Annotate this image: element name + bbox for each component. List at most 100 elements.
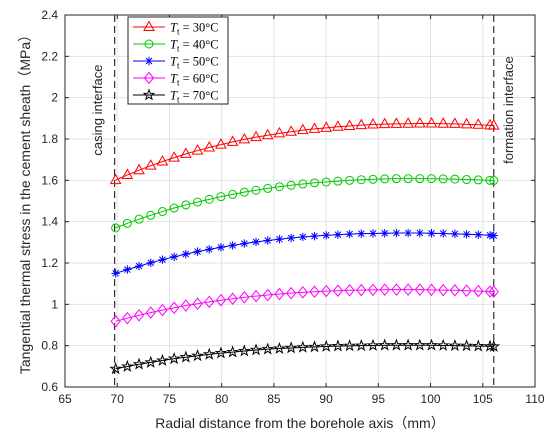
data-point (379, 283, 390, 296)
data-point (308, 122, 321, 133)
data-point (204, 194, 214, 204)
data-point (391, 174, 401, 184)
data-point (345, 229, 354, 239)
data-point (462, 175, 472, 185)
data-point (133, 163, 145, 175)
data-point (333, 176, 343, 186)
data-point (309, 285, 320, 299)
data-point (413, 338, 427, 351)
data-point (450, 229, 460, 239)
data-point (156, 154, 169, 166)
data-point (402, 283, 414, 296)
data-point (331, 339, 345, 352)
data-point (179, 147, 192, 158)
data-point (368, 174, 378, 184)
data-point (263, 183, 273, 193)
legend-label: Tt = 50°C (170, 55, 219, 71)
data-point (274, 182, 284, 192)
data-point (483, 339, 497, 352)
legend-label: Tt = 70°C (170, 89, 219, 105)
data-point (215, 138, 227, 149)
data-point (273, 341, 286, 354)
data-point (284, 341, 298, 354)
data-point (355, 118, 368, 130)
data-point (261, 128, 274, 140)
data-point (146, 258, 155, 267)
data-point (132, 357, 146, 370)
data-point (343, 339, 356, 352)
data-point (238, 132, 251, 144)
x-tick-label: 95 (372, 392, 386, 406)
data-point (109, 362, 123, 375)
data-point (460, 117, 473, 129)
data-point (273, 126, 286, 138)
series-line (115, 232, 494, 274)
x-tick-label: 110 (525, 392, 544, 406)
legend-marker (144, 39, 154, 49)
data-point (111, 223, 121, 233)
y-tick-label: 1.4 (41, 215, 58, 229)
data-point (111, 269, 120, 278)
data-point (216, 243, 226, 252)
y-tick-label: 0.6 (41, 380, 58, 394)
series-line (115, 178, 494, 229)
x-tick-label: 105 (473, 392, 493, 406)
data-point (448, 338, 462, 352)
data-point (251, 185, 261, 195)
data-point (123, 265, 132, 274)
x-tick-label: 65 (58, 392, 72, 406)
x-tick-label: 90 (319, 392, 333, 406)
series-line (115, 344, 494, 370)
data-point (157, 207, 167, 217)
data-point (228, 241, 237, 250)
data-point (403, 174, 413, 184)
data-point (426, 174, 436, 184)
data-point (226, 135, 239, 146)
data-point (367, 118, 379, 129)
data-point (157, 303, 168, 317)
data-point (263, 236, 272, 245)
data-point (296, 340, 310, 353)
data-point (473, 284, 484, 298)
data-point (321, 284, 332, 298)
legend-marker (143, 20, 155, 31)
data-point (298, 179, 308, 189)
ticks: 65 70 75 80 85 90 95 100 105 110 0.6 0.8 1 1.2 1.4 1.6 1… (41, 8, 545, 406)
data-point (144, 159, 157, 170)
data-point (179, 350, 193, 363)
data-point (344, 283, 355, 297)
data-point (488, 285, 499, 299)
data-point (449, 117, 461, 128)
data-point (322, 231, 331, 240)
series-5 (109, 338, 501, 375)
data-point (205, 245, 214, 254)
data-point (438, 283, 449, 297)
series-line (115, 289, 494, 322)
formation-interface-label: formation interface (501, 56, 516, 164)
data-point (368, 229, 378, 238)
data-point (193, 247, 202, 256)
data-point (193, 197, 203, 207)
legend-marker (144, 56, 154, 66)
x-tick-label: 70 (111, 392, 125, 406)
data-point (427, 229, 436, 238)
data-point (286, 233, 296, 243)
data-point (380, 174, 390, 184)
legend-item: Tt = 30°C (133, 20, 219, 37)
data-point (275, 235, 284, 244)
data-point (332, 120, 344, 131)
data-point (240, 239, 249, 248)
data-point (261, 342, 275, 355)
y-tick-label: 1.8 (41, 132, 58, 146)
data-point (203, 140, 216, 152)
data-point (415, 174, 425, 184)
casing-interface-label: casing interface (90, 65, 105, 156)
legend-item: Tt = 70°C (133, 88, 219, 105)
data-point (228, 189, 238, 199)
y-tick-label: 2 (51, 91, 58, 105)
data-point (414, 283, 425, 296)
data-point (168, 301, 180, 315)
data-point (180, 299, 191, 312)
